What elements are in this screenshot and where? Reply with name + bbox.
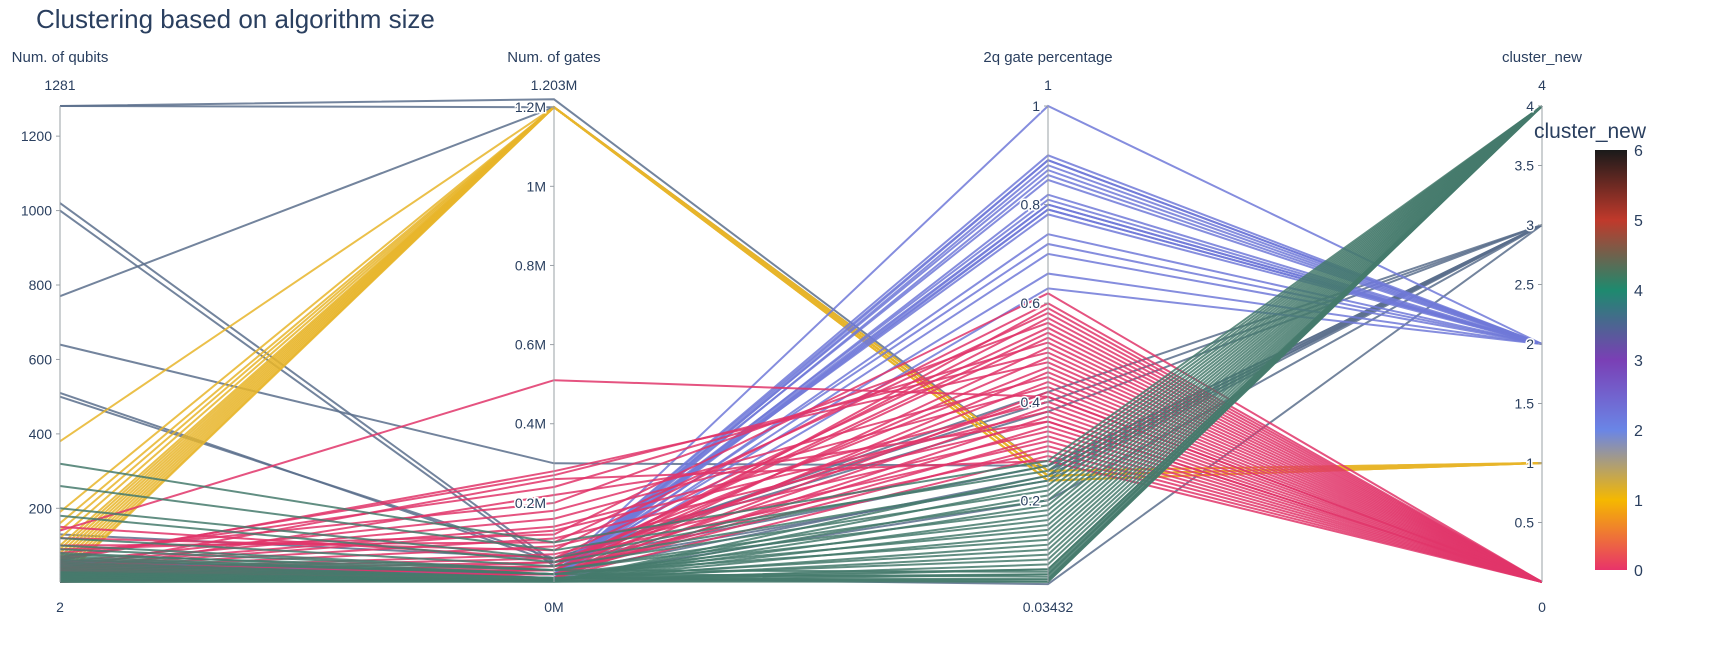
tick-label: 0.2 <box>1021 492 1041 508</box>
data-line <box>59 410 1543 583</box>
colorbar-tick-label: 1 <box>1634 493 1643 510</box>
tick-label: 2.5 <box>1515 277 1535 293</box>
tick-label: 0.8 <box>1021 197 1041 213</box>
tick-label: 1 <box>1526 455 1534 471</box>
data-line <box>59 105 1543 572</box>
axis-label: 2q gate percentage <box>983 49 1112 66</box>
tick-label: 600 <box>29 351 53 367</box>
tick-label: 0.5 <box>1515 515 1535 531</box>
colorbar-tick-label: 4 <box>1634 283 1643 300</box>
axis-3[interactable]: 2q gate percentage 1 0.03432 0.2 0.4 0.6 0.8 1 <box>983 49 1112 615</box>
axis-max-label: 4 <box>1538 77 1546 93</box>
data-line <box>59 105 1543 578</box>
tick-label: 1.2M <box>515 99 546 115</box>
data-line <box>59 105 1543 583</box>
colorbar-tick-label: 3 <box>1634 353 1643 370</box>
data-line <box>59 105 1543 560</box>
data-line <box>59 105 1543 572</box>
axes: Num. of qubits1281220040060080010001200N… <box>12 49 1583 615</box>
data-line <box>59 105 1543 564</box>
tick-label: 3 <box>1526 217 1534 233</box>
axis-max-label: 1 <box>1044 77 1052 93</box>
tick-label: 0.6 <box>1021 295 1041 311</box>
data-line <box>59 105 1543 544</box>
data-line <box>59 311 1543 583</box>
axis-4[interactable]: cluster_new 4 0 0.5 1 1.5 2 2.5 3 3.5 4 <box>1502 49 1582 615</box>
data-lines <box>59 98 1543 586</box>
tick-label: 1000 <box>21 203 52 219</box>
tick-label: 1200 <box>21 128 52 144</box>
tick-label: 0.6M <box>515 337 546 353</box>
data-line <box>59 105 1543 573</box>
axis-2[interactable]: Num. of gates 1.203M 0M 0.2M 0.4M 0.6M 0.8M 1M 1… <box>507 49 600 615</box>
tick-label: 400 <box>29 426 53 442</box>
data-line <box>59 361 1543 583</box>
axis-1[interactable]: Num. of qubits 1281 2 200 400 600 800 1000 1200 <box>12 49 109 615</box>
colorbar-title: cluster_new <box>1534 120 1647 143</box>
tick-label: 200 <box>29 500 53 516</box>
data-line <box>59 351 1543 583</box>
colorbar-gradient <box>1595 150 1627 570</box>
data-line <box>59 459 1543 583</box>
chart-title: Clustering based on algorithm size <box>36 4 435 34</box>
axis-label: Num. of qubits <box>12 49 109 66</box>
tick-label: 3.5 <box>1515 158 1535 174</box>
tick-label: 1 <box>1032 98 1040 114</box>
axis-min-label: 0 <box>1538 599 1546 615</box>
tick-label: 1M <box>527 178 546 194</box>
axis-min-label: 2 <box>56 599 64 615</box>
tick-label: 4 <box>1526 98 1534 114</box>
axis-min-label: 0.03432 <box>1023 599 1074 615</box>
tick-label: 0.2M <box>515 495 546 511</box>
tick-label: 2 <box>1526 336 1534 352</box>
axis-label: cluster_new <box>1502 49 1582 66</box>
axis-label: Num. of gates <box>507 49 600 66</box>
colorbar-tick-label: 2 <box>1634 423 1643 440</box>
tick-label: 0.8M <box>515 257 546 273</box>
data-line <box>59 105 1543 552</box>
data-line <box>59 209 1543 568</box>
tick-label: 800 <box>29 277 53 293</box>
colorbar-tick-label: 6 <box>1634 143 1643 160</box>
colorbar: cluster_new 0 1 2 3 4 5 6 <box>1534 120 1647 580</box>
axis-max-label: 1.203M <box>531 77 578 93</box>
tick-label: 0.4M <box>515 416 546 432</box>
colorbar-tick-label: 0 <box>1634 563 1643 580</box>
tick-label: 1.5 <box>1515 396 1535 412</box>
colorbar-tick-label: 5 <box>1634 213 1643 230</box>
axis-max-label: 1281 <box>44 77 75 93</box>
tick-label: 0.4 <box>1021 394 1041 410</box>
axis-min-label: 0M <box>544 599 563 615</box>
